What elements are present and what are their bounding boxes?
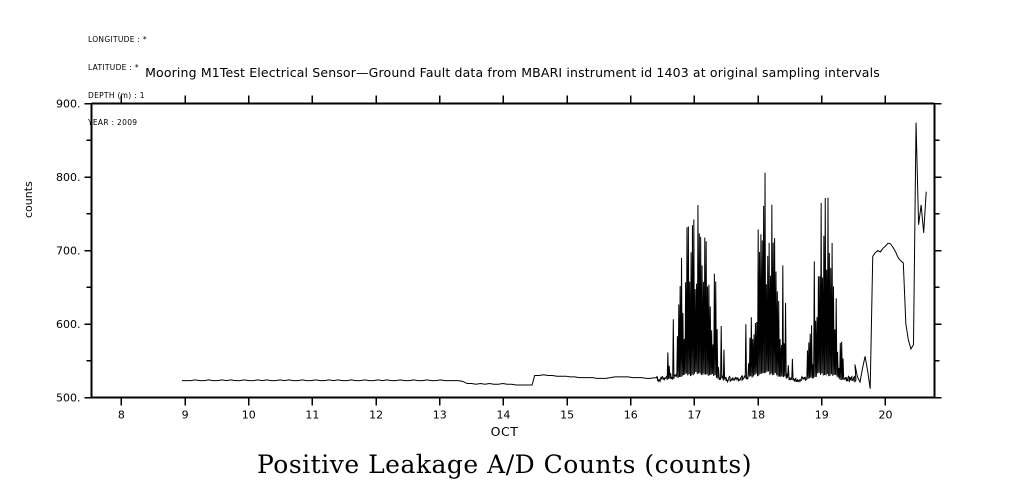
y-tick-label: 500.: [56, 392, 81, 405]
x-tick-label: 17: [687, 409, 701, 422]
x-tick-label: 16: [624, 409, 638, 422]
axes-group: [90, 102, 936, 399]
metadata-latitude: LATITUDE : *: [88, 63, 139, 73]
x-tick-label: 13: [433, 409, 447, 422]
x-tick-label: 12: [369, 409, 383, 422]
x-tick-label: 9: [182, 409, 189, 422]
chart-title: Mooring M1Test Electrical Sensor—Ground …: [145, 65, 880, 80]
metadata-year: YEAR : 2009: [88, 118, 138, 128]
x-tick-label: 15: [560, 409, 574, 422]
metadata-depth: DEPTH (m) : 1: [88, 90, 145, 100]
y-tick-label: 900.: [56, 98, 81, 111]
x-tick-label: 8: [118, 409, 125, 422]
y-tick-label: 700.: [56, 245, 81, 258]
x-tick-label: 14: [496, 409, 510, 422]
x-tick-label: 20: [878, 409, 892, 422]
x-tick-label: 10: [242, 409, 256, 422]
x-tick-label: 18: [751, 409, 765, 422]
y-tick-label: 600.: [56, 318, 81, 331]
y-tick-label: 800.: [56, 171, 81, 184]
tick-labels-group: 500. 600. 700. 800. 900. 8 9 10 11 12 13 14 15 16 17 18…: [56, 98, 892, 422]
x-tick-label: 19: [815, 409, 829, 422]
data-line: [181, 122, 927, 389]
chart-subtitle: Positive Leakage A/D Counts (counts): [256, 450, 752, 479]
ticks-group: [84, 95, 942, 406]
x-tick-label: 11: [305, 409, 319, 422]
metadata-block: LONGITUDE : * LATITUDE : * DEPTH (m) : 1…: [88, 17, 147, 146]
data-series-line: [181, 122, 927, 389]
x-axis-label: OCT: [490, 424, 519, 439]
metadata-longitude: LONGITUDE : *: [88, 35, 147, 45]
